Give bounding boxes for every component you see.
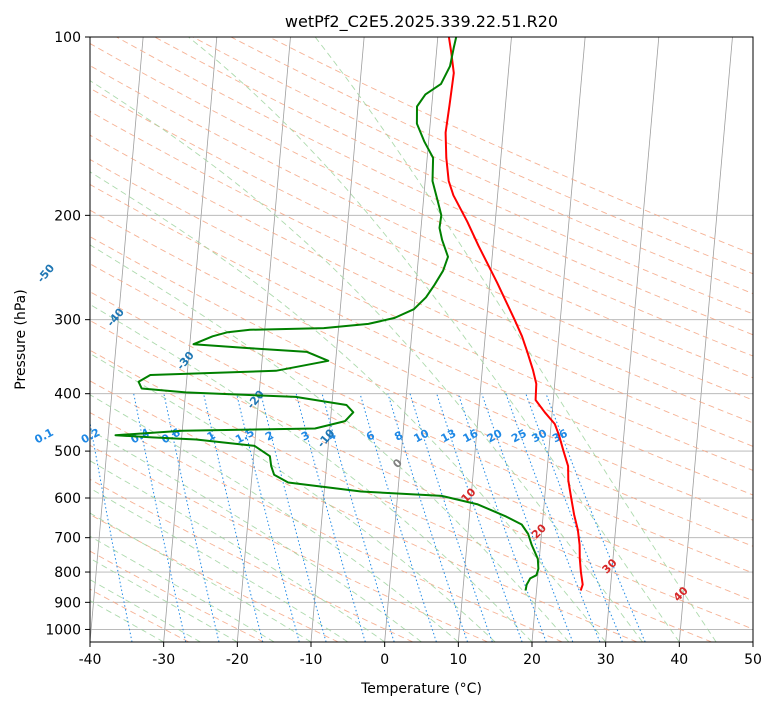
x-tick-label: 30 [597, 652, 615, 668]
x-tick-label: 50 [744, 652, 762, 668]
y-tick-label: 500 [54, 444, 81, 460]
x-tick-label: 40 [670, 652, 688, 668]
x-axis-label: Temperature (°C) [360, 681, 482, 697]
x-tick-label: -20 [226, 652, 249, 668]
y-tick-label: 100 [54, 30, 81, 46]
y-tick-label: 700 [54, 531, 81, 547]
chart-title: wetPf2_C2E5.2025.339.22.51.R20 [285, 12, 558, 32]
y-tick-label: 200 [54, 208, 81, 224]
x-tick-label: -40 [79, 652, 102, 668]
x-tick-label: 0 [380, 652, 389, 668]
y-tick-label: 800 [54, 565, 81, 581]
y-tick-label: 400 [54, 387, 81, 403]
x-tick-label: 10 [449, 652, 467, 668]
y-tick-label: 900 [54, 595, 81, 611]
y-tick-label: 300 [54, 313, 81, 329]
y-tick-label: 1000 [45, 622, 81, 638]
y-axis-label: Pressure (hPa) [13, 289, 29, 389]
x-tick-label: -30 [152, 652, 175, 668]
x-tick-label: -10 [300, 652, 323, 668]
y-tick-label: 600 [54, 491, 81, 507]
x-tick-label: 20 [523, 652, 541, 668]
